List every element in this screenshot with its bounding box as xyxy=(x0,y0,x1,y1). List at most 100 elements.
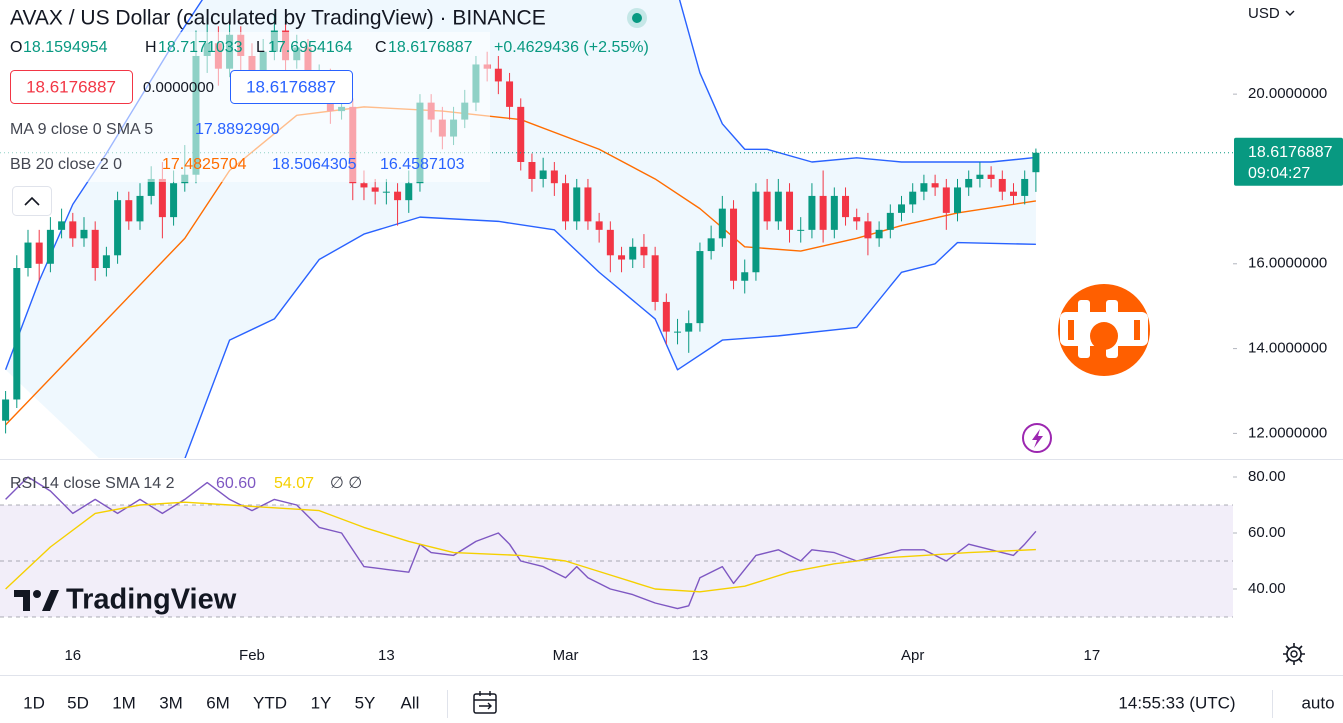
candle xyxy=(506,72,514,120)
indicator-line xyxy=(5,501,1036,593)
range-button[interactable]: 1D xyxy=(23,693,45,712)
candle-body xyxy=(2,399,10,421)
buy-button[interactable] xyxy=(230,70,353,104)
sell-button[interactable] xyxy=(10,70,133,104)
candle xyxy=(931,174,939,196)
candle xyxy=(752,183,760,281)
candle xyxy=(114,191,122,264)
range-button[interactable]: 1M xyxy=(112,693,136,712)
candle-body xyxy=(730,208,738,281)
last-price-tag xyxy=(1234,137,1343,186)
candle-body xyxy=(886,212,894,230)
candle xyxy=(1021,170,1029,205)
legend-backdrop xyxy=(0,32,490,182)
candle xyxy=(864,212,872,256)
candle-body xyxy=(965,178,973,188)
candle-body xyxy=(763,191,771,222)
range-button[interactable]: 3M xyxy=(159,693,183,712)
watermark-text: TradingView xyxy=(66,584,237,616)
buy-price[interactable]: 18.6176887 xyxy=(246,77,336,96)
bb-lower-value: 16.4587103 xyxy=(380,156,465,173)
candle-body xyxy=(987,174,995,179)
range-button[interactable]: 5Y xyxy=(355,693,376,712)
date-range-icon[interactable] xyxy=(473,691,497,714)
candle xyxy=(842,187,850,226)
candle xyxy=(674,318,682,345)
currency-label[interactable]: USD xyxy=(1248,5,1280,22)
currency-chevron[interactable] xyxy=(1285,10,1295,16)
candle-body xyxy=(741,272,749,281)
candle xyxy=(662,293,670,345)
candle xyxy=(853,208,861,230)
candle xyxy=(797,217,805,243)
scale-mode[interactable]: auto xyxy=(1301,693,1334,712)
candle-body xyxy=(640,246,648,256)
candle xyxy=(718,195,726,247)
range-button[interactable]: 5D xyxy=(67,693,89,712)
alert-icon[interactable] xyxy=(1022,423,1052,453)
chart-title: AVAX / US Dollar (calculated by TradingV… xyxy=(10,7,546,30)
candle xyxy=(539,157,547,188)
candle-body xyxy=(931,183,939,188)
candle xyxy=(584,178,592,230)
range-button[interactable]: 1Y xyxy=(311,693,332,712)
candle-body xyxy=(80,229,88,239)
candle-body xyxy=(853,217,861,222)
candle-body xyxy=(125,200,133,222)
candle-body xyxy=(24,242,32,269)
watermark-logo xyxy=(14,590,59,611)
ma-legend-value: 17.8892990 xyxy=(195,121,280,138)
clock[interactable]: 14:55:33 (UTC) xyxy=(1118,693,1235,712)
candle-body xyxy=(875,229,883,239)
candle-body xyxy=(830,195,838,230)
collapse-legend-button[interactable] xyxy=(12,186,52,216)
candle xyxy=(965,170,973,196)
ohlc-label: H xyxy=(145,39,157,56)
candle-body xyxy=(147,178,155,196)
ma-legend-label: MA 9 close 0 SMA 5 xyxy=(10,121,153,138)
ohlc-label: C xyxy=(375,39,387,56)
ohlc-label: L xyxy=(256,39,265,56)
ohlc-value: 18.6176887 xyxy=(388,39,473,56)
candle-body xyxy=(651,255,659,302)
candle-body xyxy=(528,161,536,179)
candle-body xyxy=(662,301,670,332)
candle-body xyxy=(69,221,77,239)
candle xyxy=(125,191,133,230)
candle-body xyxy=(1021,178,1029,196)
candle-body xyxy=(808,195,816,230)
x-tick-label: 13 xyxy=(692,647,709,664)
candle xyxy=(573,178,581,230)
candle-body xyxy=(371,187,379,192)
candle-body xyxy=(360,183,368,188)
candle-body xyxy=(394,191,402,201)
candle-body xyxy=(158,178,166,218)
candle-body xyxy=(842,195,850,218)
candle-body xyxy=(920,183,928,192)
settings-gear[interactable] xyxy=(1283,643,1305,665)
candle xyxy=(808,183,816,239)
candle xyxy=(58,208,66,239)
candle-body xyxy=(170,183,178,218)
bb-upper-value: 18.5064305 xyxy=(272,156,357,173)
candle xyxy=(830,187,838,239)
range-button[interactable]: 6M xyxy=(206,693,230,712)
chevron-up-icon[interactable] xyxy=(24,196,40,206)
candle xyxy=(394,183,402,226)
candle xyxy=(629,238,637,269)
candle-body xyxy=(517,106,525,162)
candle xyxy=(80,217,88,247)
candle xyxy=(371,178,379,205)
candle-body xyxy=(550,170,558,184)
candle xyxy=(494,55,502,95)
range-button[interactable]: YTD xyxy=(253,693,287,712)
candle xyxy=(382,178,390,205)
candle-body xyxy=(797,229,805,231)
candle-body xyxy=(506,81,514,107)
range-button[interactable]: All xyxy=(401,693,420,712)
x-tick-label: Feb xyxy=(239,647,265,664)
bb-basis-value: 17.4825704 xyxy=(162,156,247,173)
sell-price[interactable]: 18.6176887 xyxy=(26,77,116,96)
candle-body xyxy=(685,323,693,332)
candle-body xyxy=(976,174,984,179)
